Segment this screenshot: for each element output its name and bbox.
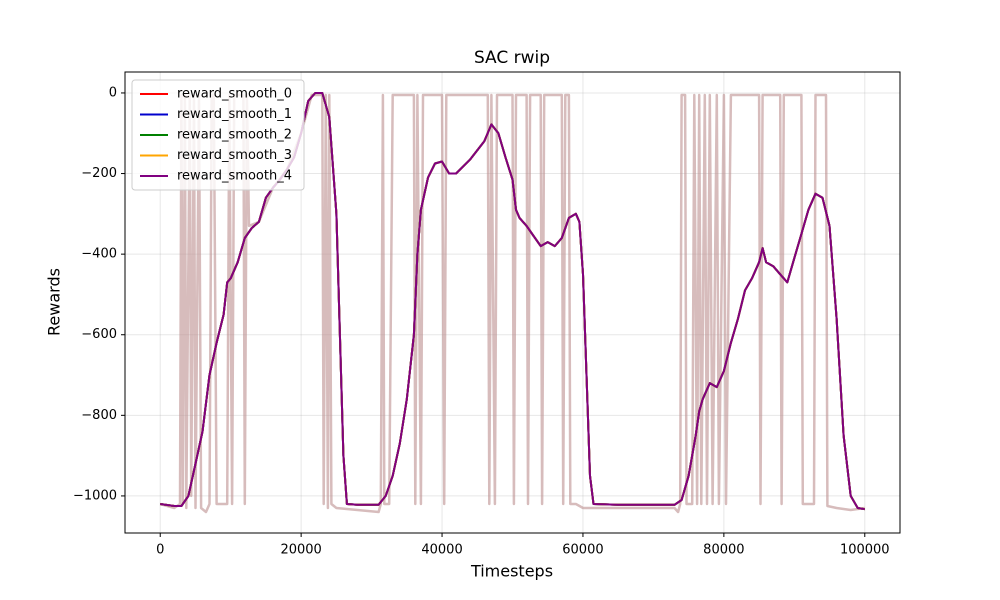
- legend-label: reward_smooth_0: [177, 87, 292, 102]
- series-line: [160, 92, 865, 511]
- x-tick-label: 60000: [562, 543, 603, 558]
- x-tick-label: 0: [156, 543, 164, 558]
- x-tick-label: 20000: [280, 543, 321, 558]
- y-tick-label: −1000: [73, 488, 117, 503]
- y-tick-label: −800: [81, 408, 117, 423]
- y-tick-label: −200: [81, 166, 117, 181]
- y-tick-label: −600: [81, 327, 117, 342]
- legend-label: reward_smooth_4: [177, 169, 292, 184]
- x-tick-label: 100000: [840, 543, 890, 558]
- y-tick-label: −400: [81, 247, 117, 262]
- chart-title: SAC rwip: [474, 48, 550, 68]
- raw-line: [159, 93, 865, 514]
- y-tick-label: 0: [109, 85, 117, 100]
- legend-label: reward_smooth_2: [177, 128, 292, 143]
- y-axis-label: Rewards: [45, 268, 64, 336]
- legend: reward_smooth_0 reward_smooth_1 reward_smo…: [131, 79, 305, 191]
- x-tick-label: 80000: [703, 543, 744, 558]
- plot-frame: [124, 71, 901, 534]
- legend-label: reward_smooth_1: [177, 107, 292, 122]
- legend-box: [131, 79, 305, 191]
- legend-label: reward_smooth_3: [177, 148, 292, 163]
- x-tick-label: 40000: [421, 543, 462, 558]
- x-axis-label: Timesteps: [470, 562, 553, 581]
